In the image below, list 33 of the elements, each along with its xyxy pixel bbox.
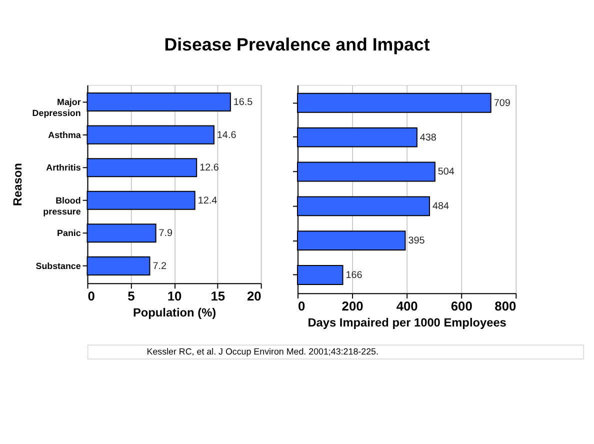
data-label: 12.4: [198, 195, 218, 206]
y-tick-label: Substance: [36, 260, 81, 271]
x-tick-label: 15: [210, 288, 226, 304]
y-tick-label: Blood pressure: [43, 195, 81, 216]
data-label: 504: [438, 166, 455, 178]
data-label: 12.6: [200, 162, 220, 174]
y-tick-label: Panic: [57, 228, 81, 238]
x-axis-title: Days Impaired per 1000 Employees: [308, 315, 507, 330]
data-label: 7.9: [158, 228, 174, 240]
chart-title: Disease Prevalence and Impact: [164, 34, 430, 55]
x-tick-label: 200: [342, 298, 364, 314]
data-label: 14.6: [216, 130, 237, 141]
x-tick-label: 10: [167, 288, 182, 304]
x-tick-label: 600: [450, 298, 472, 314]
x-tick-label: 5: [128, 288, 135, 304]
data-label: 438: [420, 132, 437, 144]
x-tick-label: 800: [494, 298, 516, 314]
x-tick-label: 400: [396, 298, 418, 314]
data-label: 166: [346, 270, 363, 281]
y-tick-label: Asthma: [48, 130, 82, 140]
y-axis-title: Reason: [10, 163, 24, 206]
y-tick-label: Arthritis: [46, 162, 81, 173]
y-tick-label: Major Depression: [32, 97, 82, 118]
data-label: 709: [494, 98, 511, 109]
data-label: 7.2: [152, 260, 167, 272]
x-tick-label: 20: [246, 288, 262, 304]
data-label: 16.5: [233, 97, 254, 108]
data-label: 484: [432, 201, 450, 212]
text: Kessler RC, et al. J Occup Environ Med. 2001;43:218-225.: [146, 346, 378, 357]
x-axis-title: Population (%): [132, 305, 216, 320]
data-label: 395: [408, 236, 426, 247]
x-tick-label: 0: [88, 288, 95, 304]
x-tick-label: 0: [298, 298, 306, 314]
